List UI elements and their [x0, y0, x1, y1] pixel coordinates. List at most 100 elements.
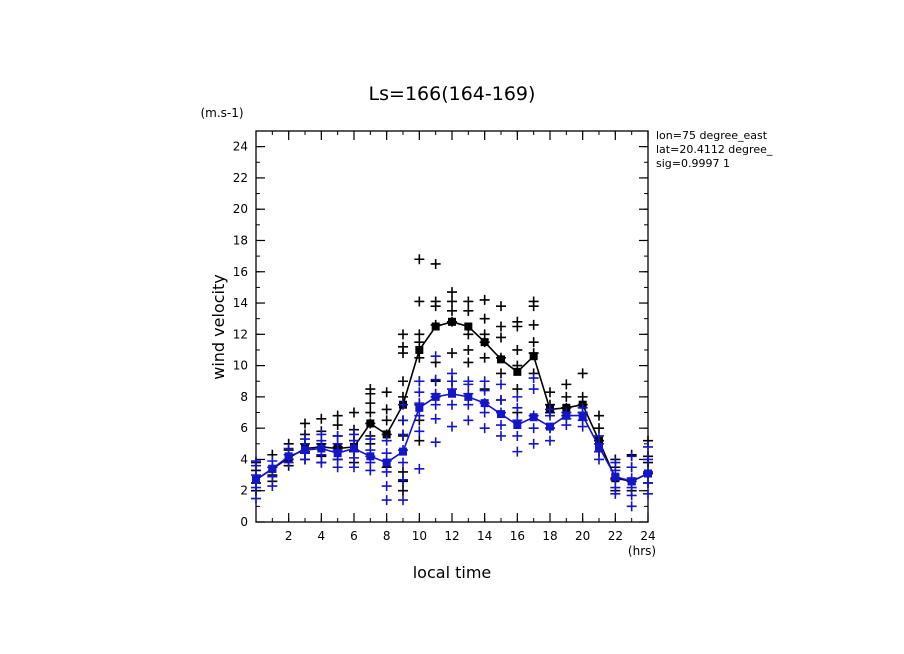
series-1-sample-point — [430, 399, 441, 410]
plot-axes: 2 4 6 8 10 12 14 16 18 20 22 2402468101214161820222… — [233, 130, 656, 543]
series-1-mean-point — [415, 403, 424, 412]
series-0-sample-point — [398, 485, 408, 496]
series-1-sample-point — [414, 463, 425, 474]
series-0-mean-point — [513, 367, 522, 376]
series-1-mean-point — [252, 475, 260, 484]
y-tick-label: 2 — [240, 484, 248, 498]
chart-title: Ls=166(164-169) — [369, 83, 536, 105]
series-1-sample-point — [512, 430, 523, 441]
y-tick-label: 16 — [233, 265, 248, 279]
series-1-sample-point — [398, 495, 408, 506]
series-1-mean-point — [464, 392, 473, 401]
y-tick-label: 20 — [233, 202, 248, 216]
x-tick-label: 10 — [412, 529, 427, 543]
series-0-sample-point — [398, 329, 408, 340]
series-1-sample-point — [414, 387, 425, 398]
series-0-sample-point — [496, 301, 506, 312]
x-tick-label: 20 — [575, 529, 590, 543]
series-1-sample-point — [398, 474, 408, 485]
series-0-sample-point — [463, 296, 474, 307]
series-1-sample-point — [545, 435, 555, 446]
series-1-sample-point — [332, 430, 343, 441]
x-tick-label: 4 — [318, 529, 326, 543]
series-0-mean-point — [366, 419, 375, 428]
series-1-sample-point — [463, 399, 474, 410]
series-0-sample-point — [316, 413, 327, 424]
y-axis-label: wind velocity — [209, 274, 228, 379]
series-1-sample-point — [496, 379, 506, 390]
series-0-sample-point — [447, 287, 457, 298]
series-1-sample-point — [447, 399, 457, 410]
series-1-sample-point — [479, 423, 490, 434]
series-1-sample-point — [626, 501, 637, 512]
series-1-sample-point — [430, 374, 441, 385]
series-0-sample-point — [463, 344, 474, 355]
series-1-sample-point — [528, 423, 539, 434]
series-0-sample-point — [528, 296, 539, 307]
x-tick-label: 22 — [608, 529, 623, 543]
series-0-sample-point — [463, 357, 474, 368]
series-1-sample-point — [267, 471, 278, 482]
series-1-mean-point — [611, 472, 620, 481]
series-1-sample-point — [316, 429, 327, 440]
series-0-sample-point — [512, 316, 523, 327]
series-1-sample-point — [349, 429, 359, 440]
annotation-lon: lon=75 degree_east — [656, 129, 768, 142]
series-0-sample-point — [398, 376, 408, 387]
x-tick-label: 8 — [383, 529, 391, 543]
series-0-sample-point — [528, 319, 539, 330]
series-1-sample-point — [414, 376, 425, 387]
series-0-sample-point — [414, 254, 425, 265]
y-tick-label: 12 — [233, 327, 248, 341]
y-tick-label: 10 — [233, 359, 248, 373]
series-0-sample-point — [561, 391, 572, 402]
series-1-mean-point — [513, 421, 522, 430]
series-1-sample-point — [545, 404, 555, 415]
series-1-mean-point — [529, 413, 538, 422]
series-1-sample-point — [349, 462, 359, 473]
series-0-sample-point — [496, 332, 506, 343]
series-0-sample-point — [463, 305, 474, 316]
series-0-sample-point — [414, 352, 425, 363]
series-1-sample-point — [381, 495, 392, 506]
series-1-sample-point — [300, 434, 310, 445]
series-0-sample-point — [512, 344, 523, 355]
series-1-sample-point — [447, 421, 457, 432]
series-1-mean-point — [317, 444, 326, 453]
series-1-sample-point — [381, 466, 392, 477]
series-1-sample-point — [414, 410, 425, 421]
series-1-mean-point — [333, 449, 342, 458]
x-tick-label: 16 — [510, 529, 525, 543]
series-0-sample-point — [300, 418, 310, 429]
series-1-sample-point — [267, 456, 278, 467]
series-1-sample-point — [251, 493, 261, 504]
series-1-mean-point — [627, 477, 636, 486]
x-tick-label: 14 — [477, 529, 492, 543]
series-1-mean-point — [480, 399, 489, 408]
x-axis-label: local time — [413, 563, 492, 582]
x-unit-label: (hrs) — [628, 544, 656, 558]
series-0-sample-point — [496, 321, 506, 332]
series-1-sample-point — [398, 429, 408, 440]
x-tick-label: 6 — [350, 529, 358, 543]
series-0-sample-point — [447, 348, 457, 359]
series-0-mean-point — [464, 322, 473, 331]
series-1-sample-point — [365, 434, 376, 445]
series-1-sample-point — [512, 446, 523, 457]
series-1-sample-point — [643, 477, 653, 488]
series-1-sample-point — [643, 454, 653, 465]
series-0-sample-point — [365, 398, 376, 409]
series-1-sample-point — [577, 402, 588, 413]
series-1-sample-point — [267, 481, 278, 492]
series-0-sample-point — [365, 407, 376, 418]
series-1-mean-point — [350, 444, 358, 453]
series-0-sample-point — [594, 410, 604, 421]
series-0-sample-point — [414, 329, 425, 340]
series-0-sample-point — [332, 410, 343, 421]
series-1-mean-point — [562, 411, 571, 420]
series-1-mean-point — [284, 452, 293, 461]
series-0-sample-point — [447, 296, 457, 307]
x-tick-label: 12 — [444, 529, 459, 543]
series-1-mean-point — [497, 410, 505, 419]
